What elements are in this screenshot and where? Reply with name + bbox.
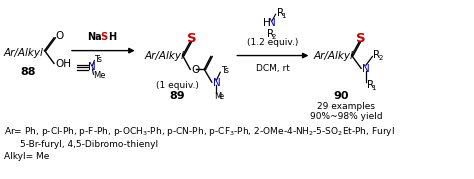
Text: Ts: Ts — [221, 66, 229, 75]
Text: R: R — [367, 80, 374, 90]
Text: Ts: Ts — [94, 55, 102, 64]
Text: 29 examples: 29 examples — [317, 102, 375, 111]
Text: Me: Me — [93, 71, 106, 80]
Text: Alkyl= Me: Alkyl= Me — [4, 153, 50, 161]
Text: H: H — [264, 18, 271, 28]
Text: Ar= Ph, p-Cl-Ph, p-F-Ph, p-OCH$_3$-Ph, p-CN-Ph, p-CF$_3$-Ph, 2-OMe-4-NH$_2$-5-SO: Ar= Ph, p-Cl-Ph, p-F-Ph, p-OCH$_3$-Ph, p… — [4, 125, 395, 138]
Text: Ar/Alkyl: Ar/Alkyl — [313, 50, 353, 61]
Text: (1.2 equiv.): (1.2 equiv.) — [247, 38, 299, 47]
Text: N: N — [213, 78, 220, 88]
Text: 90: 90 — [334, 91, 349, 101]
Text: N: N — [88, 62, 96, 72]
Text: Ar/Alkyl: Ar/Alkyl — [3, 48, 43, 58]
Text: Ar/Alkyl: Ar/Alkyl — [144, 50, 184, 61]
Text: (1 equiv.): (1 equiv.) — [155, 81, 199, 90]
Text: OH: OH — [55, 59, 72, 69]
Text: R: R — [374, 50, 381, 60]
Text: R: R — [267, 29, 274, 39]
Text: e: e — [219, 92, 224, 101]
Text: DCM, rt: DCM, rt — [256, 64, 290, 73]
Text: 88: 88 — [20, 67, 36, 77]
Text: 2: 2 — [378, 55, 383, 62]
Text: 5-Br-furyl, 4,5-Dibromo-thienyl: 5-Br-furyl, 4,5-Dibromo-thienyl — [20, 140, 158, 149]
Text: H: H — [108, 32, 116, 42]
Text: Na: Na — [87, 32, 101, 42]
Text: O: O — [55, 31, 64, 41]
Text: S: S — [100, 32, 108, 42]
Text: S: S — [356, 32, 365, 45]
Text: M: M — [214, 92, 221, 101]
Text: N: N — [268, 18, 276, 28]
Text: 1: 1 — [281, 13, 286, 19]
Text: O: O — [191, 65, 200, 75]
Text: R: R — [277, 8, 284, 18]
Text: S: S — [187, 32, 196, 45]
Text: 89: 89 — [169, 91, 185, 101]
Text: N: N — [362, 64, 370, 74]
Text: 90%~98% yield: 90%~98% yield — [310, 112, 383, 121]
Text: 1: 1 — [372, 85, 376, 91]
Text: 2: 2 — [272, 34, 276, 40]
